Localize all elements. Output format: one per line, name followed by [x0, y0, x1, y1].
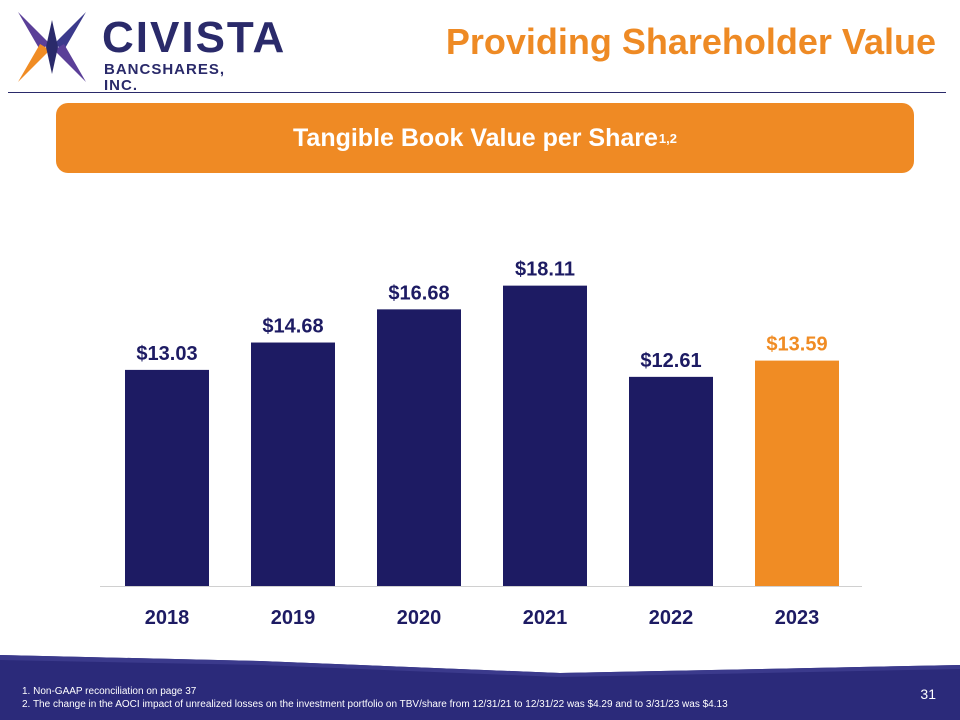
logo-subtitle: BANCSHARES, INC.: [104, 61, 226, 94]
data-label-2018: $13.03: [136, 343, 197, 365]
x-tick-label-2020: 2020: [397, 607, 442, 629]
x-tick-label-2023: 2023: [775, 607, 820, 629]
page-title: Providing Shareholder Value: [445, 21, 936, 62]
data-label-2021: $18.11: [515, 259, 575, 281]
banner-footnote-ref: 1,2: [658, 130, 677, 146]
chart-banner: Tangible Book Value per Share 1,2: [56, 103, 914, 173]
bar-2022: [629, 376, 713, 586]
data-label-2020: $16.68: [388, 282, 449, 304]
page-number: 31: [920, 686, 936, 702]
data-label-2019: $14.68: [262, 316, 323, 338]
data-label-2023: $13.59: [766, 334, 827, 356]
civista-logo: CIVISTA BANCSHARES, INC.: [10, 10, 284, 94]
footer-background: [0, 655, 960, 720]
x-tick-label-2021: 2021: [523, 607, 568, 629]
bar-2019: [251, 342, 335, 586]
data-label-2022: $12.61: [640, 350, 701, 372]
bar-2023: [755, 360, 839, 586]
bar-2020: [377, 309, 461, 586]
footnote-1: 1. Non-GAAP reconciliation on page 37: [22, 686, 197, 697]
logo-name: CIVISTA: [102, 13, 287, 62]
footer: [0, 655, 960, 720]
header-divider: [8, 92, 946, 93]
footnote-2: 2. The change in the AOCI impact of unre…: [22, 699, 728, 710]
banner-title: Tangible Book Value per Share: [293, 123, 658, 152]
x-tick-label-2018: 2018: [145, 607, 190, 629]
bar-2018: [125, 369, 209, 586]
x-tick-label-2019: 2019: [271, 607, 316, 629]
bar-2021: [503, 285, 587, 586]
star-logo-icon: [18, 12, 86, 82]
x-tick-label-2022: 2022: [649, 607, 694, 629]
